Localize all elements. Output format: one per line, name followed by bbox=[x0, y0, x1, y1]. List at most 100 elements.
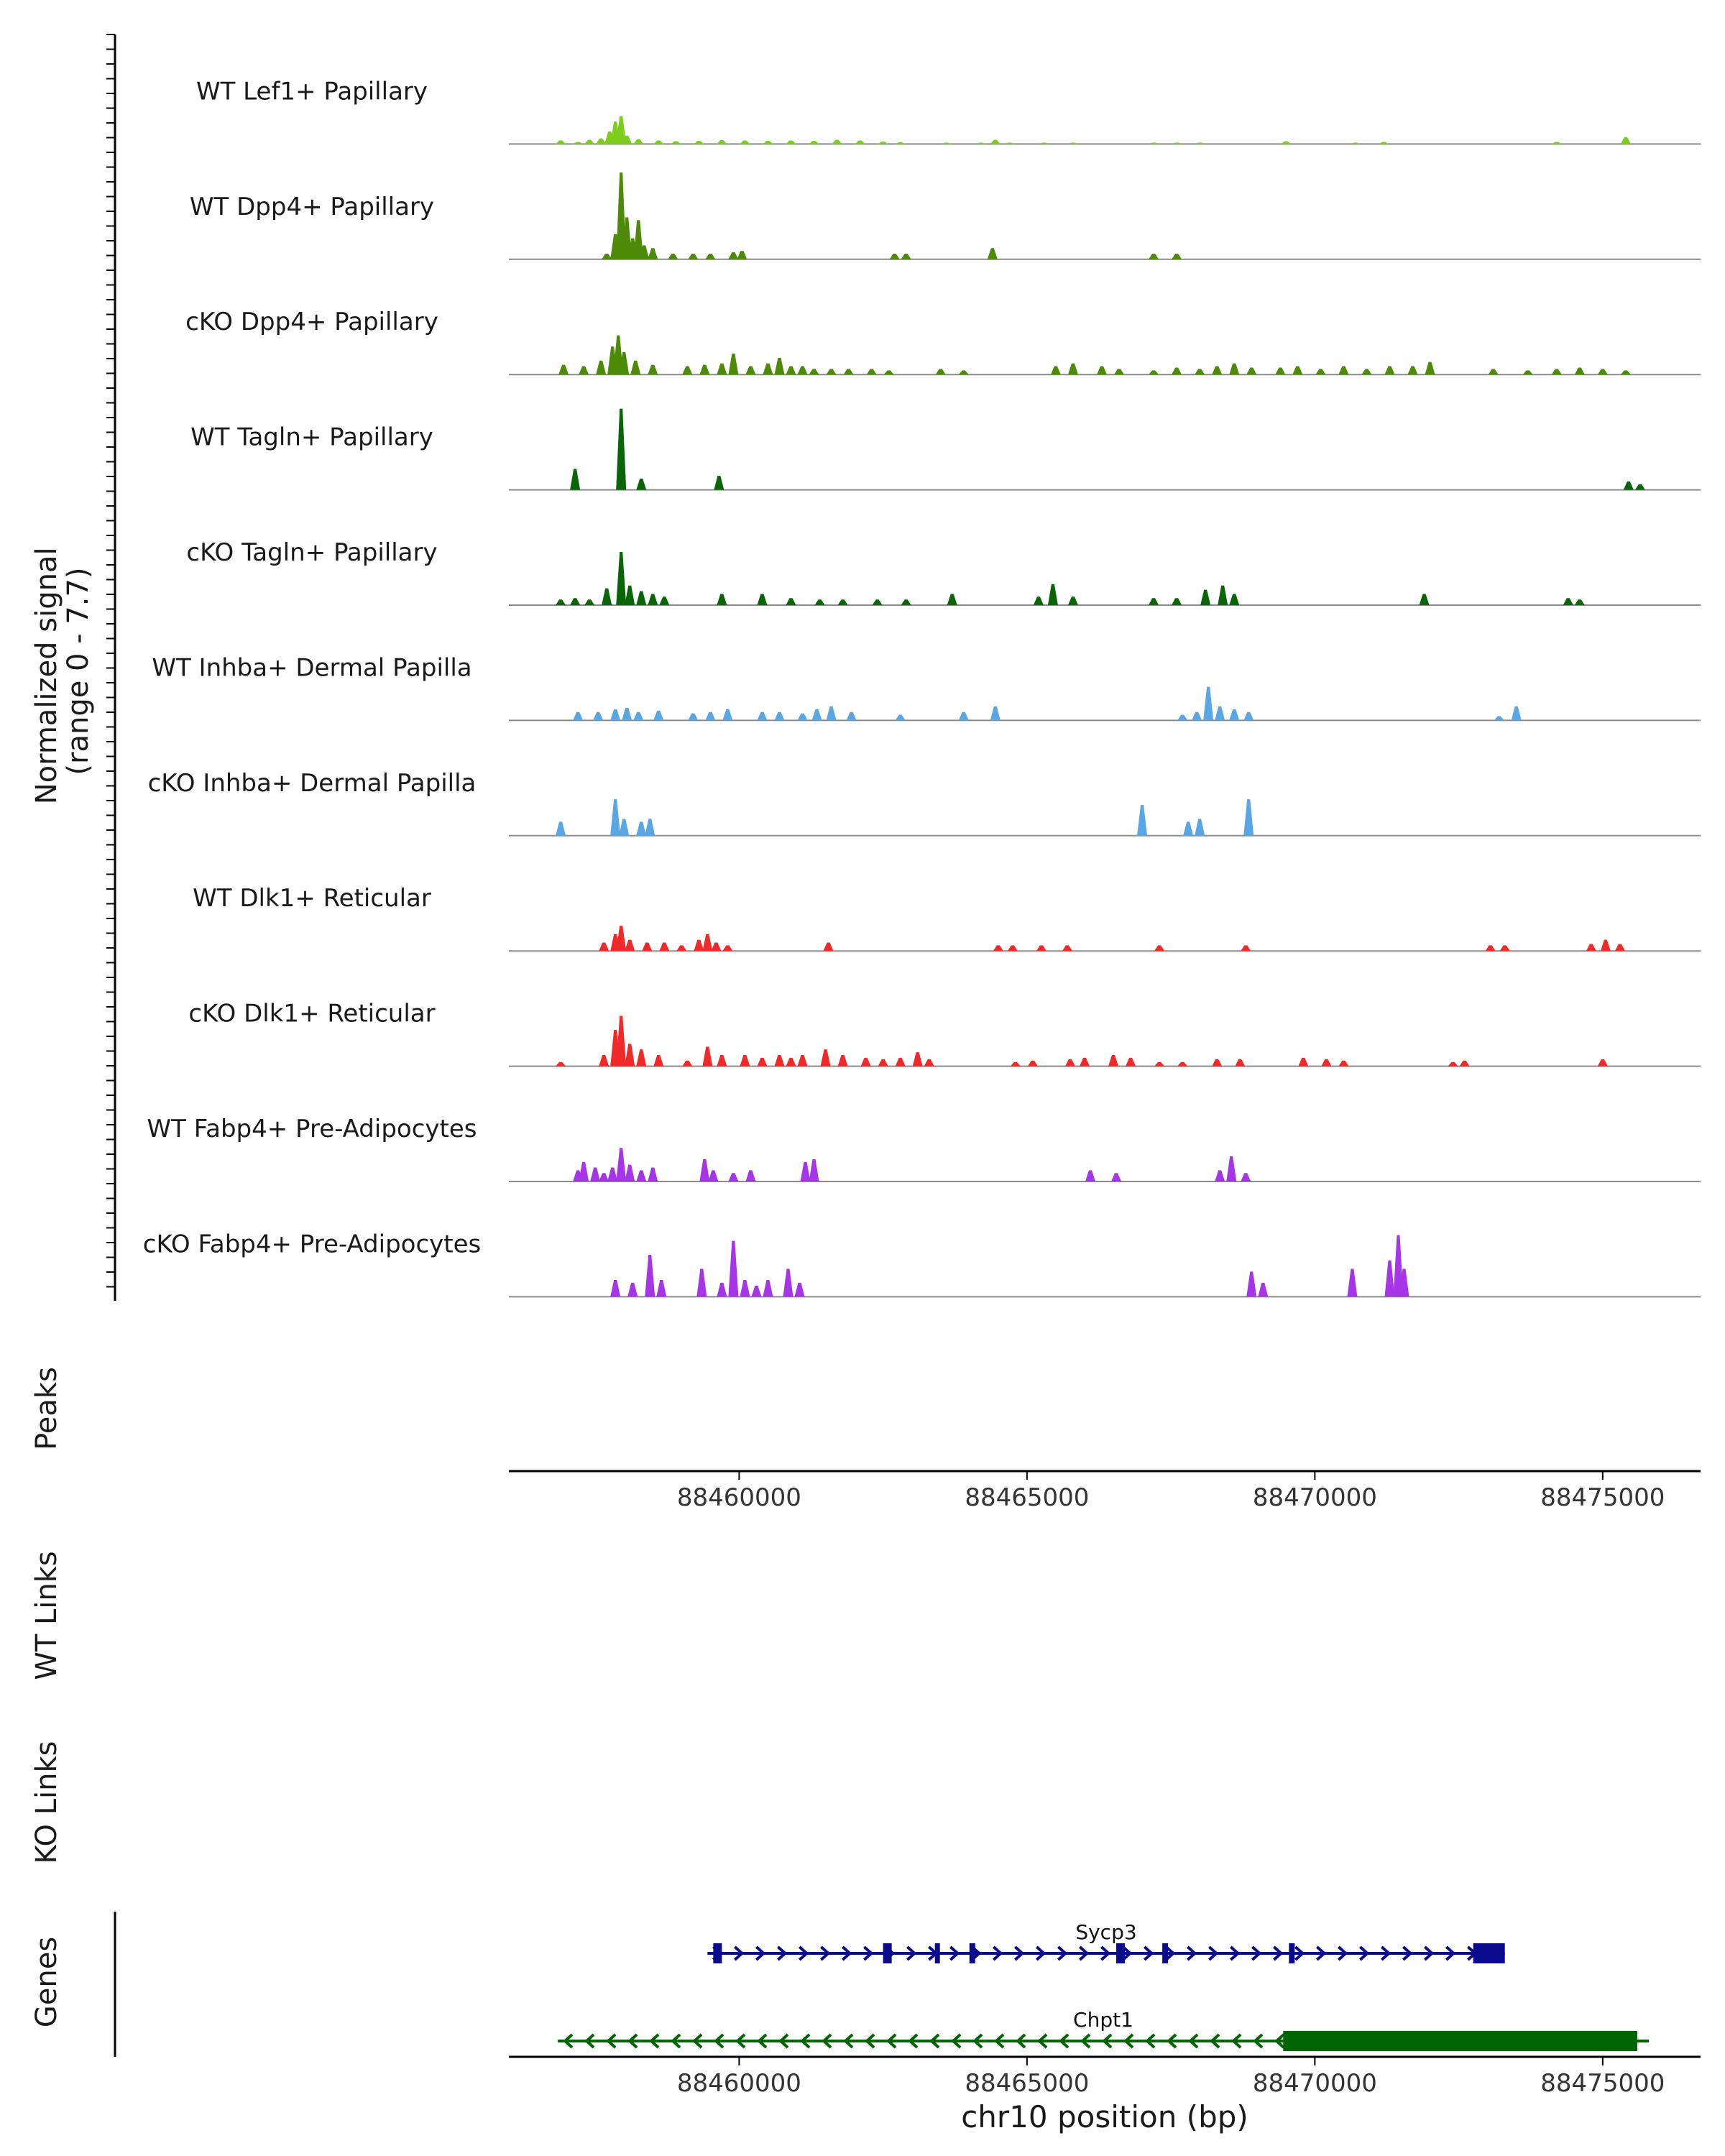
strand-arrow bbox=[949, 1945, 960, 1961]
signal-peak bbox=[602, 588, 612, 605]
signal-peak bbox=[1010, 1061, 1021, 1067]
strand-arrow bbox=[649, 2033, 660, 2049]
signal-peak bbox=[1007, 945, 1018, 952]
track-5: cKO Tagln+ Papillary bbox=[186, 538, 1701, 606]
signal-peak bbox=[1574, 599, 1585, 605]
signal-peak bbox=[573, 711, 584, 721]
signal-peak bbox=[990, 706, 1000, 721]
strand-arrow bbox=[778, 2033, 789, 2049]
signal-peak bbox=[774, 357, 785, 375]
signal-peak bbox=[901, 599, 911, 605]
signal-peak bbox=[774, 1055, 785, 1067]
signal-peak bbox=[832, 139, 842, 144]
signal-peak bbox=[556, 140, 566, 144]
signal-peak bbox=[1149, 598, 1159, 605]
signal-peak bbox=[1177, 714, 1188, 721]
signal-peak bbox=[599, 1173, 610, 1181]
gene-name: Chpt1 bbox=[1073, 2008, 1133, 2032]
strand-arrow bbox=[1123, 2033, 1134, 2049]
x-tick-label: 88460000 bbox=[677, 2069, 801, 2098]
signal-peak bbox=[783, 1268, 794, 1297]
signal-peak bbox=[740, 1280, 750, 1297]
signal-peak bbox=[901, 254, 911, 259]
strand-arrow bbox=[714, 2033, 724, 2049]
signal-peak bbox=[1350, 142, 1361, 144]
signal-peak bbox=[1600, 939, 1611, 952]
signal-peak bbox=[1114, 369, 1125, 375]
x-tick-label: 88465000 bbox=[965, 2069, 1089, 2098]
signal-peak bbox=[843, 369, 854, 375]
signal-peak bbox=[895, 714, 906, 721]
strand-arrow bbox=[627, 2033, 638, 2049]
wt-links-panel-label: WT Links bbox=[30, 1551, 63, 1680]
signal-peak bbox=[794, 1282, 805, 1297]
signal-peak bbox=[1551, 142, 1562, 144]
signal-peak bbox=[616, 408, 627, 490]
signal-peak bbox=[1623, 481, 1634, 490]
signal-peak bbox=[883, 370, 894, 375]
signal-peak bbox=[1379, 142, 1389, 144]
strand-arrow bbox=[1186, 1945, 1197, 1961]
signal-peak bbox=[714, 476, 724, 490]
signal-peak bbox=[924, 1059, 934, 1067]
signal-peak bbox=[745, 1170, 756, 1181]
signal-peak bbox=[668, 254, 678, 259]
signal-peak bbox=[1172, 598, 1182, 605]
strand-arrow bbox=[1188, 2033, 1199, 2049]
signal-peak bbox=[947, 594, 957, 605]
signal-peak bbox=[1459, 1060, 1470, 1067]
signal-peak bbox=[1315, 369, 1326, 375]
strand-arrow bbox=[1445, 1945, 1456, 1961]
strand-arrow bbox=[822, 2033, 832, 2049]
signal-peak bbox=[774, 711, 785, 721]
signal-peak bbox=[1425, 361, 1435, 375]
signal-peak bbox=[1522, 370, 1533, 375]
signal-peak bbox=[1338, 366, 1349, 375]
signal-peak bbox=[740, 1055, 750, 1067]
signal-peak bbox=[1218, 585, 1228, 605]
signal-peak bbox=[694, 939, 704, 952]
strand-arrow bbox=[994, 2033, 1005, 2049]
signal-peak bbox=[1195, 142, 1205, 144]
signal-peak bbox=[1243, 711, 1254, 721]
strand-arrow bbox=[1229, 1945, 1241, 1961]
strand-arrow bbox=[563, 2033, 574, 2049]
track-label: cKO Fabp4+ Pre-Adipocytes bbox=[143, 1230, 482, 1258]
signal-peak bbox=[1399, 1268, 1409, 1297]
signal-peak bbox=[645, 819, 656, 836]
signal-peak bbox=[705, 711, 716, 721]
strand-arrow bbox=[1016, 2033, 1026, 2049]
signal-peak bbox=[1039, 142, 1049, 144]
track-3: cKO Dpp4+ Papillary bbox=[185, 308, 1701, 376]
strand-arrow bbox=[886, 2033, 897, 2049]
signal-peak bbox=[648, 1167, 658, 1181]
signal-peak bbox=[610, 799, 621, 836]
signal-peak bbox=[696, 1268, 707, 1297]
strand-arrow bbox=[1057, 1945, 1068, 1961]
strand-arrow bbox=[735, 2033, 746, 2049]
signal-peak bbox=[599, 1055, 610, 1067]
track-label: cKO Inhba+ Dermal Papilla bbox=[148, 769, 477, 798]
signal-peak bbox=[1149, 142, 1159, 144]
strand-arrow bbox=[1208, 1945, 1219, 1961]
signal-peak bbox=[1229, 594, 1240, 605]
strand-arrow bbox=[1253, 2033, 1264, 2049]
signal-peak bbox=[653, 710, 664, 721]
signal-peak bbox=[860, 1057, 871, 1067]
signal-peak bbox=[722, 945, 733, 952]
strand-arrow bbox=[819, 1945, 831, 1961]
signal-peak bbox=[593, 711, 604, 721]
signal-peak bbox=[1200, 589, 1211, 605]
signal-peak bbox=[694, 141, 704, 144]
signal-peak bbox=[630, 360, 641, 375]
signal-peak bbox=[633, 711, 644, 721]
signal-peak bbox=[1062, 945, 1072, 952]
signal-peak bbox=[1229, 709, 1240, 721]
signal-peak bbox=[757, 1057, 768, 1067]
signal-peak bbox=[763, 363, 773, 375]
signal-peak bbox=[676, 945, 687, 952]
signal-peak bbox=[556, 1061, 566, 1067]
strand-arrow bbox=[757, 2033, 768, 2049]
signal-peak bbox=[846, 711, 857, 721]
signal-peak bbox=[636, 1049, 647, 1067]
